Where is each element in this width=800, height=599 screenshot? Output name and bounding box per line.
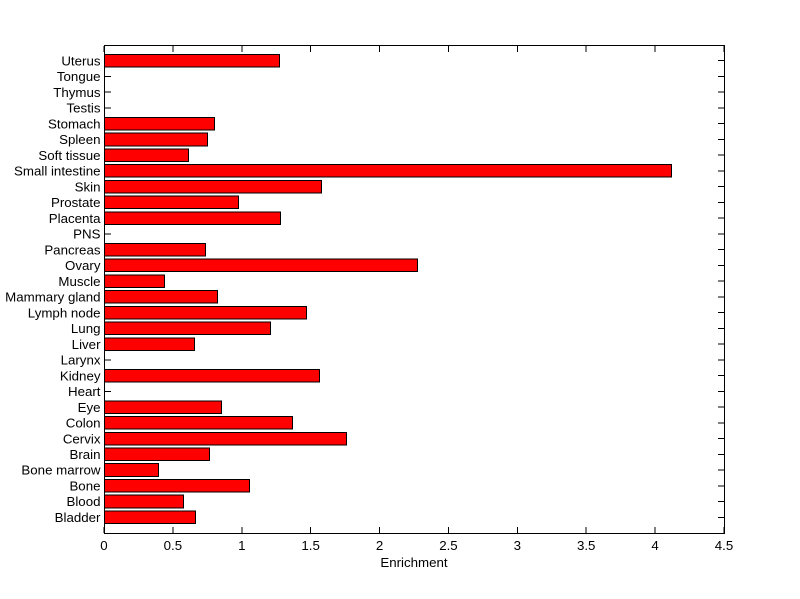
svg-text:Soft tissue: Soft tissue	[38, 148, 100, 163]
svg-text:Bladder: Bladder	[55, 510, 101, 525]
svg-text:Larynx: Larynx	[61, 353, 101, 368]
svg-text:Liver: Liver	[72, 337, 101, 352]
svg-text:1.5: 1.5	[301, 538, 320, 553]
svg-text:Skin: Skin	[75, 179, 101, 194]
svg-text:4.5: 4.5	[715, 538, 734, 553]
svg-text:3: 3	[514, 538, 521, 553]
svg-text:Muscle: Muscle	[58, 274, 100, 289]
svg-text:Enrichment: Enrichment	[380, 555, 448, 570]
svg-text:Pancreas: Pancreas	[44, 242, 101, 257]
svg-text:Tongue: Tongue	[57, 69, 101, 84]
svg-text:4: 4	[651, 538, 658, 553]
svg-text:Cervix: Cervix	[63, 431, 101, 446]
svg-text:Kidney: Kidney	[60, 368, 101, 383]
svg-text:Lymph node: Lymph node	[28, 305, 101, 320]
svg-text:Spleen: Spleen	[59, 132, 100, 147]
svg-text:Blood: Blood	[66, 494, 100, 509]
svg-text:Prostate: Prostate	[51, 195, 101, 210]
svg-text:Eye: Eye	[78, 400, 101, 415]
svg-text:2.5: 2.5	[439, 538, 458, 553]
svg-text:Colon: Colon	[66, 416, 101, 431]
svg-text:0.5: 0.5	[164, 538, 183, 553]
svg-text:Mammary gland: Mammary gland	[5, 290, 100, 305]
svg-text:Uterus: Uterus	[61, 53, 101, 68]
svg-text:Brain: Brain	[69, 447, 100, 462]
svg-text:Lung: Lung	[71, 321, 101, 336]
svg-text:2: 2	[376, 538, 383, 553]
svg-text:Placenta: Placenta	[49, 211, 101, 226]
svg-text:Stomach: Stomach	[48, 116, 100, 131]
svg-text:Heart: Heart	[68, 384, 101, 399]
svg-text:PNS: PNS	[73, 227, 100, 242]
svg-text:Testis: Testis	[67, 101, 101, 116]
svg-text:Bone: Bone	[69, 478, 100, 493]
svg-text:Thymus: Thymus	[53, 85, 101, 100]
svg-text:1: 1	[238, 538, 245, 553]
svg-text:0: 0	[100, 538, 107, 553]
svg-text:Bone marrow: Bone marrow	[21, 463, 100, 478]
svg-text:Small intestine: Small intestine	[14, 164, 100, 179]
svg-text:3.5: 3.5	[577, 538, 596, 553]
svg-text:Ovary: Ovary	[65, 258, 101, 273]
